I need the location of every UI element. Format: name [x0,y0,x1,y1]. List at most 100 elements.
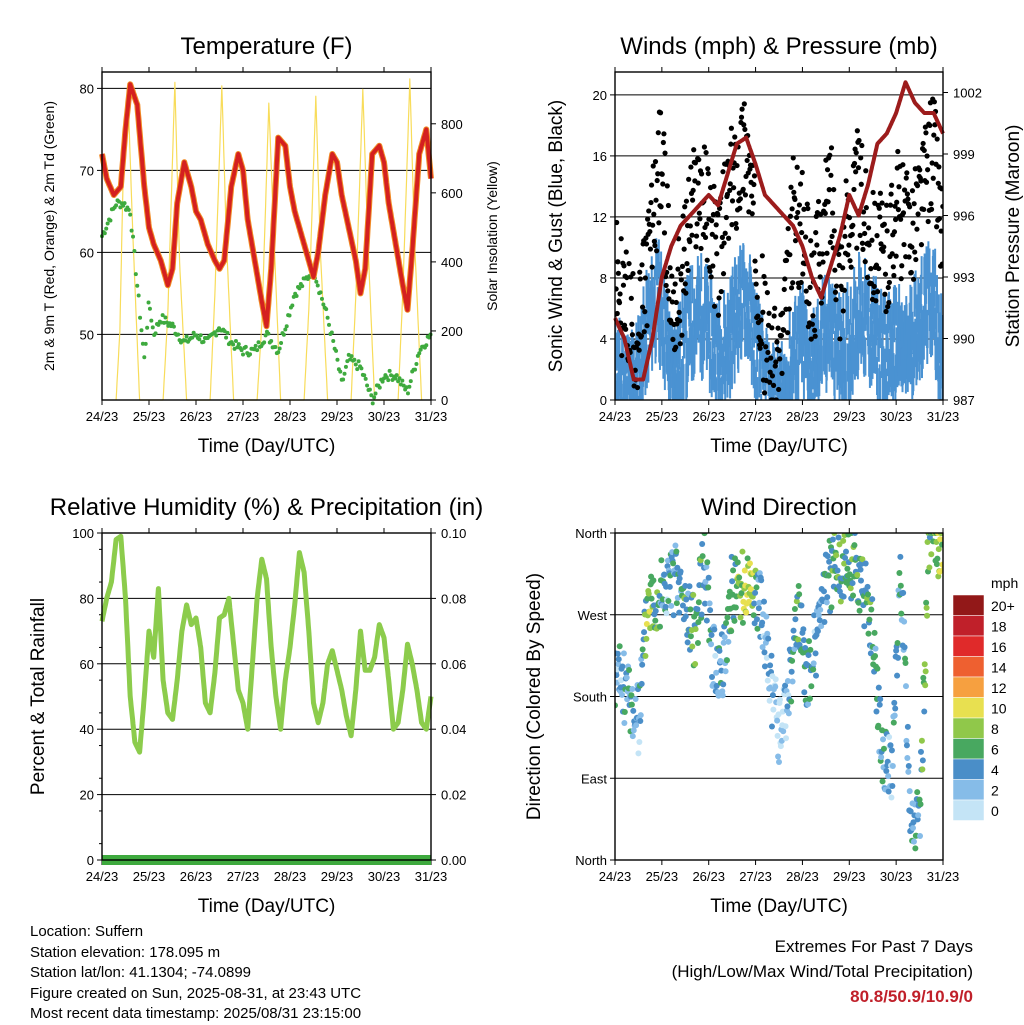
direction-point [782,723,789,730]
dewpoint-point [170,321,175,326]
gust-point [771,313,777,319]
y-tick-label: 80 [80,591,94,606]
direction-point [619,663,626,670]
gust-point [760,309,766,315]
y2-tick-label: 600 [441,186,463,201]
dewpoint-point [321,302,326,307]
gust-point [851,186,857,193]
direction-point [723,657,730,664]
direction-point [871,629,878,636]
gust-point [749,193,755,199]
direction-point [713,669,720,676]
gust-point [785,330,791,336]
direction-point [824,594,831,601]
x-tick-label: 26/23 [180,869,213,884]
gust-point [783,257,790,264]
direction-point [829,536,836,543]
gust-point [637,276,643,282]
direction-point [898,610,905,617]
gust-point [628,295,634,301]
gust-point [720,271,727,277]
direction-point [892,705,899,712]
direction-point [650,577,657,584]
direction-point [637,712,644,719]
direction-point [620,650,627,657]
legend-label: 0 [991,803,999,819]
gust-point [641,329,647,335]
gust-point [833,297,839,303]
dewpoint-point [153,331,158,336]
gust-point [857,232,863,238]
direction-point [628,692,635,699]
wind-direction-chart: Wind DirectionNorthEastSouthWestNorth24/… [524,494,1018,917]
y-tick-label: 8 [600,271,607,286]
gust-point [863,205,869,211]
gust-point [903,175,909,181]
direction-point [753,584,760,591]
direction-point [750,612,757,619]
direction-point [875,722,882,729]
gust-point [656,220,662,226]
direction-point [783,735,790,742]
gust-point [659,171,665,177]
direction-point [895,654,902,661]
direction-point [887,742,894,749]
gust-point [755,313,761,319]
gust-point [721,240,727,246]
dewpoint-point [355,367,360,372]
dewpoint-point [104,226,109,231]
gust-point [729,198,736,204]
gust-point [661,230,668,236]
direction-point [731,617,738,624]
dewpoint-point [243,344,248,349]
x-tick-label: 24/23 [599,869,632,884]
gust-point [667,265,673,271]
gust-point [833,283,840,289]
gust-point [677,318,683,324]
direction-point [883,768,890,775]
gust-point [728,125,734,131]
dewpoint-point [266,331,271,336]
dewpoint-point [156,322,161,327]
gust-point [639,304,646,310]
y2-tick-label: 999 [953,147,975,162]
direction-point [928,551,935,558]
gust-point [861,221,867,227]
direction-point [905,762,912,769]
dewpoint-point [201,339,206,344]
gust-point [827,152,833,158]
gust-point [648,182,655,188]
y2-tick-label: 0 [441,393,448,408]
direction-point [933,561,940,568]
gust-point [791,189,797,195]
dewpoint-point [380,379,385,384]
direction-point [920,674,927,681]
gust-point [886,279,892,286]
gust-point [734,162,740,169]
gust-point [925,167,931,173]
gust-point [695,180,701,186]
direction-point [798,602,805,609]
dewpoint-point [349,354,354,359]
legend-swatch [952,799,985,821]
direction-point [868,606,875,613]
chart-title: Wind Direction [701,494,857,521]
y-tick-label: 16 [593,149,607,164]
y2-tick-label: 0.02 [441,788,466,803]
legend-label: 12 [991,680,1007,696]
direction-point [705,574,712,581]
dewpoint-point [214,333,219,338]
direction-point [820,588,827,595]
direction-point [897,553,904,560]
direction-point [939,561,943,568]
dewpoint-point [393,376,398,381]
direction-point [673,548,680,555]
gust-point [646,208,652,214]
gust-point [881,244,887,250]
gust-point [848,264,854,270]
direction-point [865,591,872,598]
direction-point [707,607,714,614]
gust-point [840,308,846,314]
legend-swatch [952,594,985,616]
gust-point [615,286,619,292]
